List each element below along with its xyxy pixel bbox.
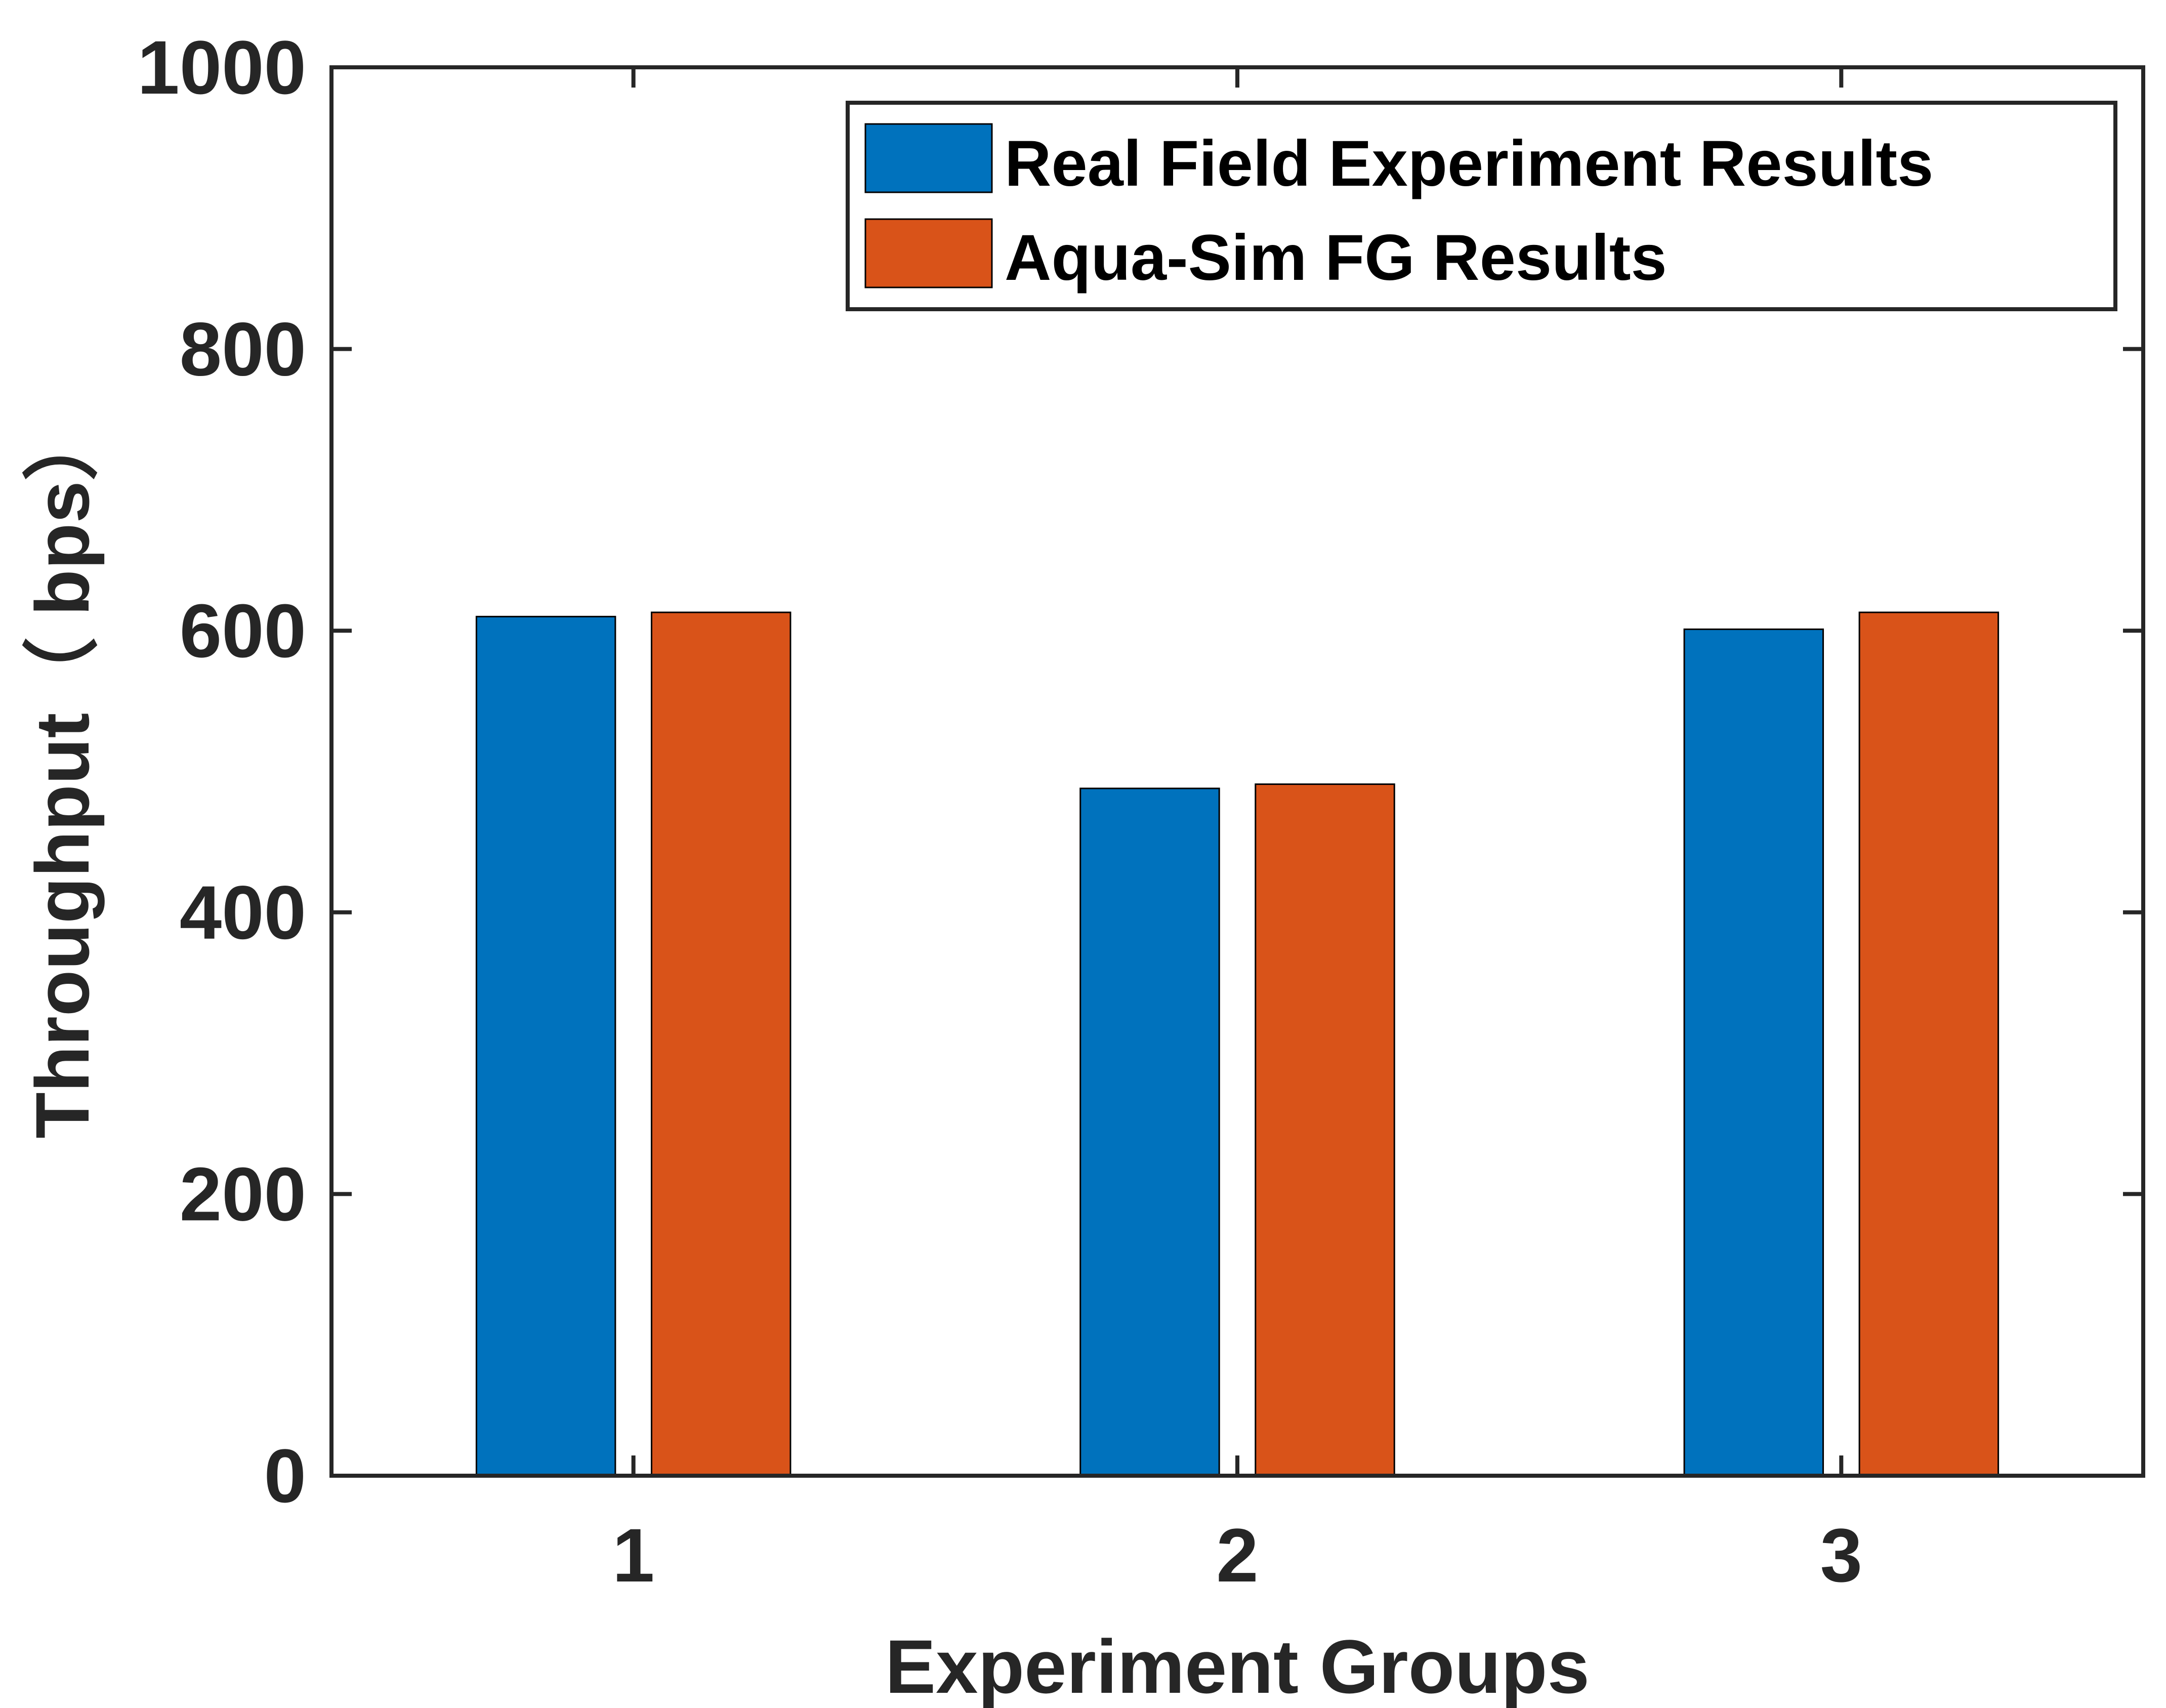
- legend: Real Field Experiment Results Aqua-Sim F…: [846, 101, 2117, 311]
- legend-swatch-aqua-sim: [864, 218, 993, 288]
- bar-series2-group3: [1858, 611, 2000, 1477]
- x-tick-label: 2: [1216, 1513, 1258, 1598]
- legend-label-real-field: Real Field Experiment Results: [1005, 128, 1933, 200]
- y-tick-labels: 0 200 400 600 800 1000: [137, 25, 306, 1518]
- x-tick-labels: 1 2 3: [612, 1513, 1862, 1598]
- y-tick-label: 600: [180, 588, 306, 673]
- bar-series1-group2: [1079, 787, 1220, 1477]
- x-tick-label: 3: [1820, 1513, 1862, 1598]
- bar-series2-group1: [650, 611, 792, 1477]
- y-tick-label: 0: [264, 1433, 306, 1518]
- legend-label-aqua-sim: Aqua-Sim FG Results: [1005, 222, 1667, 294]
- legend-swatch-real-field: [864, 123, 993, 193]
- bars-layer: [475, 611, 2000, 1477]
- y-tick-label: 200: [180, 1151, 306, 1236]
- x-axis-title: Experiment Groups: [885, 1624, 1590, 1708]
- y-tick-label: 800: [180, 307, 306, 392]
- y-tick-label: 400: [180, 870, 306, 955]
- bar-series2-group2: [1255, 783, 1395, 1477]
- legend-box: [846, 101, 2117, 311]
- x-tick-label: 1: [612, 1513, 654, 1598]
- y-tick-label: 1000: [137, 25, 306, 110]
- bar-series1-group1: [475, 615, 616, 1477]
- y-axis-title: Throughput（ bps）: [20, 405, 105, 1139]
- plot-frame: [329, 65, 2145, 1478]
- bar-series1-group3: [1683, 628, 1824, 1477]
